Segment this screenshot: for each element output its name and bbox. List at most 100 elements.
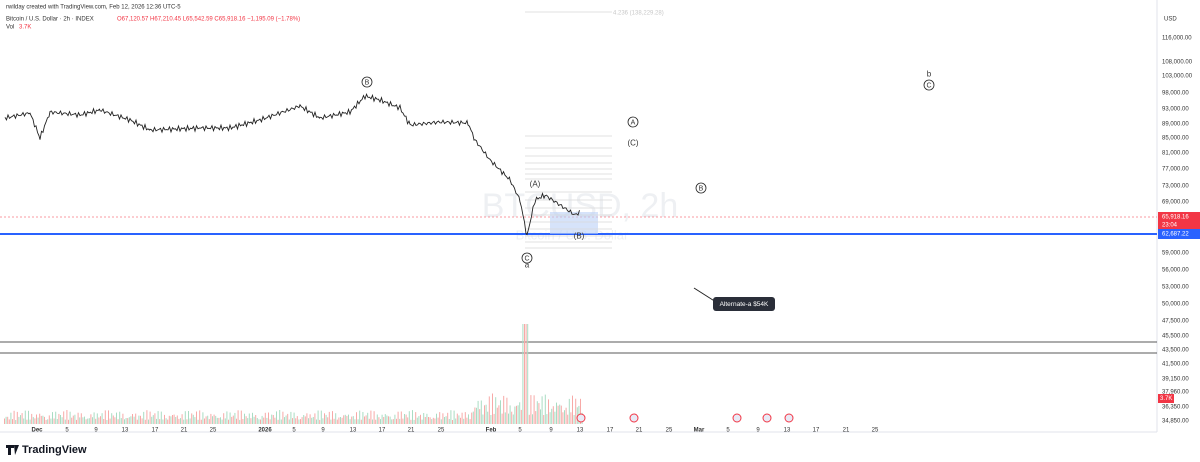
- volume-bar: [183, 419, 185, 424]
- volume-bar: [188, 411, 189, 424]
- volume-bar: [394, 414, 396, 424]
- volume-bar: [77, 412, 79, 424]
- volume-bar: [156, 418, 157, 424]
- volume-bar: [509, 405, 511, 424]
- volume-bar: [508, 413, 509, 424]
- volume-bar: [189, 418, 191, 424]
- volume-bar: [421, 419, 423, 424]
- volume-bar: [380, 419, 381, 424]
- volume-bar: [144, 419, 146, 424]
- volume-bar: [175, 417, 177, 424]
- volume-bar: [101, 413, 103, 424]
- volume-bar: [397, 411, 399, 424]
- volume-bar: [552, 406, 554, 424]
- volume-bar: [420, 414, 421, 424]
- volume-bar: [572, 395, 573, 424]
- volume-bar: [568, 398, 570, 424]
- volume-bar: [506, 397, 508, 424]
- volume-bar: [456, 413, 458, 424]
- volume-bar: [84, 416, 85, 424]
- volume-bar: [255, 415, 257, 424]
- volume-bar: [418, 416, 420, 424]
- volume-bar: [191, 413, 193, 424]
- price-label: 45,500.00: [1162, 334, 1189, 340]
- volume-bar: [15, 420, 17, 424]
- time-label: 17: [152, 428, 159, 434]
- volume-bar: [264, 412, 266, 424]
- volume-bar: [58, 413, 60, 424]
- volume-bar: [234, 412, 236, 424]
- volume-bar: [5, 416, 7, 424]
- event-icon: [576, 413, 586, 423]
- volume-bar: [47, 419, 49, 424]
- volume-bar: [447, 412, 449, 424]
- time-label: 25: [210, 428, 217, 434]
- wave-label: a: [525, 261, 530, 270]
- volume-bar: [205, 416, 207, 424]
- volume-bar: [415, 412, 417, 424]
- volume-bar: [519, 402, 521, 424]
- time-label: 9: [321, 428, 325, 434]
- volume-bar: [197, 419, 199, 424]
- wave-label: (B): [574, 232, 585, 241]
- volume-bar: [74, 414, 76, 424]
- time-label: 25: [438, 428, 445, 434]
- current-price-badge: [1158, 212, 1200, 229]
- event-icon: [762, 413, 772, 423]
- volume-bar: [541, 396, 543, 424]
- volume-bar: [532, 414, 533, 424]
- price-label: 43,500.00: [1162, 348, 1189, 354]
- volume-bar: [413, 419, 415, 424]
- volume-bar: [290, 411, 292, 424]
- volume-bar: [64, 419, 66, 424]
- volume-bar: [453, 410, 455, 424]
- price-label: 81,000.00: [1162, 151, 1189, 157]
- ohlc: O67,120.57 H67,210.45 L65,542.59 C65,918…: [117, 17, 300, 23]
- volume-bar: [100, 416, 101, 424]
- volume-bar: [432, 417, 434, 424]
- volume-bar: [292, 418, 293, 424]
- event-icon: [732, 413, 742, 423]
- price-label: 59,000.00: [1162, 251, 1189, 257]
- volume-bar: [23, 418, 25, 424]
- volume-bar: [98, 417, 100, 424]
- volume-bar: [336, 419, 338, 424]
- volume-bar: [343, 415, 345, 424]
- volume-bar: [117, 419, 119, 424]
- volume-bar: [136, 419, 138, 424]
- time-label: 13: [122, 428, 129, 434]
- volume-bar: [444, 417, 445, 424]
- volume-bar: [293, 412, 295, 424]
- volume-bar: [544, 394, 546, 424]
- time-label: 9: [549, 428, 553, 434]
- callout-pointer: [693, 287, 717, 303]
- volume-bar: [223, 413, 225, 424]
- volume-bar: [194, 417, 196, 424]
- wave-circle: [923, 79, 935, 91]
- wave-label: B: [699, 185, 704, 192]
- volume-bar: [184, 411, 186, 424]
- volume-bar: [528, 414, 530, 424]
- volume-bar: [224, 418, 226, 424]
- volume-bar: [580, 398, 581, 424]
- volume-bar: [108, 410, 109, 424]
- currency: USD: [1164, 17, 1177, 23]
- volume-bar: [226, 411, 228, 424]
- volume-bar: [268, 412, 269, 424]
- volume-bar: [26, 419, 28, 424]
- volume-bar: [466, 417, 468, 424]
- volume-bar: [157, 411, 159, 424]
- volume-bar: [344, 414, 346, 424]
- volume-bar: [354, 419, 356, 424]
- time-label: 17: [379, 428, 386, 434]
- volume-bar: [383, 417, 385, 424]
- volume-bar: [260, 419, 261, 424]
- volume-bar: [412, 410, 413, 424]
- volume-bar: [60, 415, 61, 424]
- price-label: 89,000.00: [1162, 122, 1189, 128]
- volume-bar: [357, 419, 359, 424]
- volume-bar: [372, 419, 373, 424]
- volume-bar: [232, 415, 234, 424]
- wave-label: C: [926, 82, 931, 89]
